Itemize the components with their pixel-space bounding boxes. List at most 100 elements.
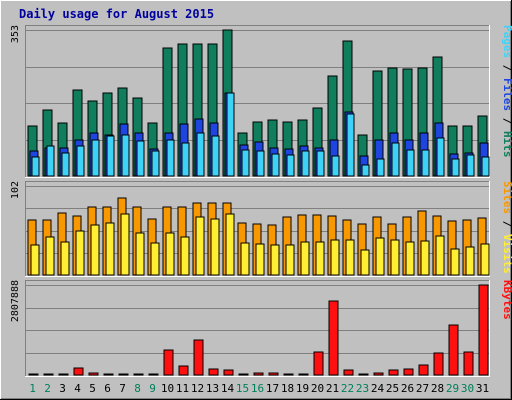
day-7 <box>118 373 129 376</box>
bar-sites <box>75 230 85 276</box>
bar-sites <box>435 235 445 276</box>
bar-kbytes <box>178 365 189 376</box>
x-tick-label: 13 <box>206 382 219 395</box>
day-19 <box>298 373 309 376</box>
x-tick-label: 17 <box>266 382 279 395</box>
day-4 <box>72 215 85 276</box>
bar-kbytes <box>163 349 174 376</box>
legend-label-part: Visits <box>501 234 512 274</box>
bar-pages <box>271 153 280 177</box>
bar-sites <box>360 249 370 276</box>
bar-sites <box>135 232 145 276</box>
bar-sites <box>240 242 250 276</box>
x-tick-label: 10 <box>161 382 174 395</box>
day-19 <box>297 214 310 276</box>
x-tick-label: 24 <box>371 382 385 395</box>
day-25 <box>387 67 400 177</box>
bar-kbytes <box>328 300 339 376</box>
day-3 <box>57 212 70 276</box>
day-8 <box>132 206 145 276</box>
bar-pages <box>331 155 340 177</box>
bar-pages <box>211 135 220 177</box>
bar-kbytes <box>88 372 99 376</box>
x-tick-label: 9 <box>149 382 156 395</box>
bar-sites <box>255 243 265 276</box>
day-27 <box>418 364 429 376</box>
day-11 <box>177 43 190 177</box>
bar-sites <box>315 241 325 276</box>
panel-hits-files-pages: 353 Pages / Files / Hits <box>10 25 512 178</box>
bar-pages <box>451 158 460 177</box>
y-max-label: 102 <box>10 181 21 199</box>
day-16 <box>253 372 264 376</box>
day-3 <box>57 122 70 177</box>
bar-sites <box>345 239 355 276</box>
bar-sites <box>180 236 190 276</box>
bar-sites <box>450 248 460 276</box>
bar-kbytes <box>238 373 249 376</box>
bar-pages <box>181 142 190 177</box>
x-tick-label: 30 <box>461 382 474 395</box>
day-9 <box>148 373 159 376</box>
day-10 <box>162 206 175 276</box>
day-7 <box>117 87 130 177</box>
legend-label-part: Files <box>501 78 512 111</box>
x-tick-label: 25 <box>386 382 399 395</box>
bar-kbytes <box>268 372 279 376</box>
bar-sites <box>390 239 400 276</box>
x-tick-label: 20 <box>311 382 324 395</box>
x-tick-label: 11 <box>176 382 189 395</box>
legend-label-part: / <box>501 111 512 131</box>
day-27 <box>417 67 430 177</box>
bar-kbytes <box>148 373 159 376</box>
day-5 <box>87 206 100 276</box>
day-17 <box>267 224 280 276</box>
x-tick-label: 21 <box>326 382 339 395</box>
day-21 <box>327 215 340 276</box>
day-22 <box>343 369 354 376</box>
bar-sites <box>120 213 130 276</box>
day-20 <box>312 107 325 177</box>
bar-kbytes <box>343 369 354 376</box>
bar-kbytes <box>283 373 294 376</box>
day-1 <box>27 219 40 276</box>
day-12 <box>192 43 205 177</box>
bar-pages <box>241 149 250 177</box>
day-17 <box>268 372 279 376</box>
y-max-label: 353 <box>10 25 21 43</box>
bar-sites <box>105 222 115 276</box>
day-26 <box>402 68 415 177</box>
bar-sites <box>225 213 235 276</box>
bar-pages <box>136 140 145 177</box>
day-28 <box>433 352 444 376</box>
day-15 <box>237 222 250 276</box>
day-7 <box>117 197 130 276</box>
day-31 <box>478 284 489 376</box>
bar-pages <box>46 145 55 177</box>
day-21 <box>327 75 340 177</box>
bar-sites <box>195 216 205 276</box>
day-4 <box>73 367 84 376</box>
bar-kbytes <box>208 368 219 376</box>
day-13 <box>208 368 219 376</box>
bar-pages <box>166 139 175 177</box>
x-tick-label: 15 <box>236 382 249 395</box>
day-20 <box>312 214 325 276</box>
bar-sites <box>285 244 295 276</box>
day-28 <box>432 215 445 276</box>
bar-pages <box>466 154 475 177</box>
day-5 <box>88 372 99 376</box>
y-max-label: 2807888 <box>10 280 21 322</box>
bar-kbytes <box>433 352 444 376</box>
bar-kbytes <box>253 372 264 376</box>
bar-pages <box>376 158 385 177</box>
bar-pages <box>301 150 310 177</box>
bar-sites <box>480 243 490 276</box>
bar-sites <box>465 246 475 276</box>
bar-pages <box>421 149 430 177</box>
day-25 <box>388 369 399 376</box>
bar-sites <box>405 241 415 276</box>
x-tick-label: 18 <box>281 382 294 395</box>
day-9 <box>147 122 160 177</box>
bar-sites <box>270 244 280 276</box>
